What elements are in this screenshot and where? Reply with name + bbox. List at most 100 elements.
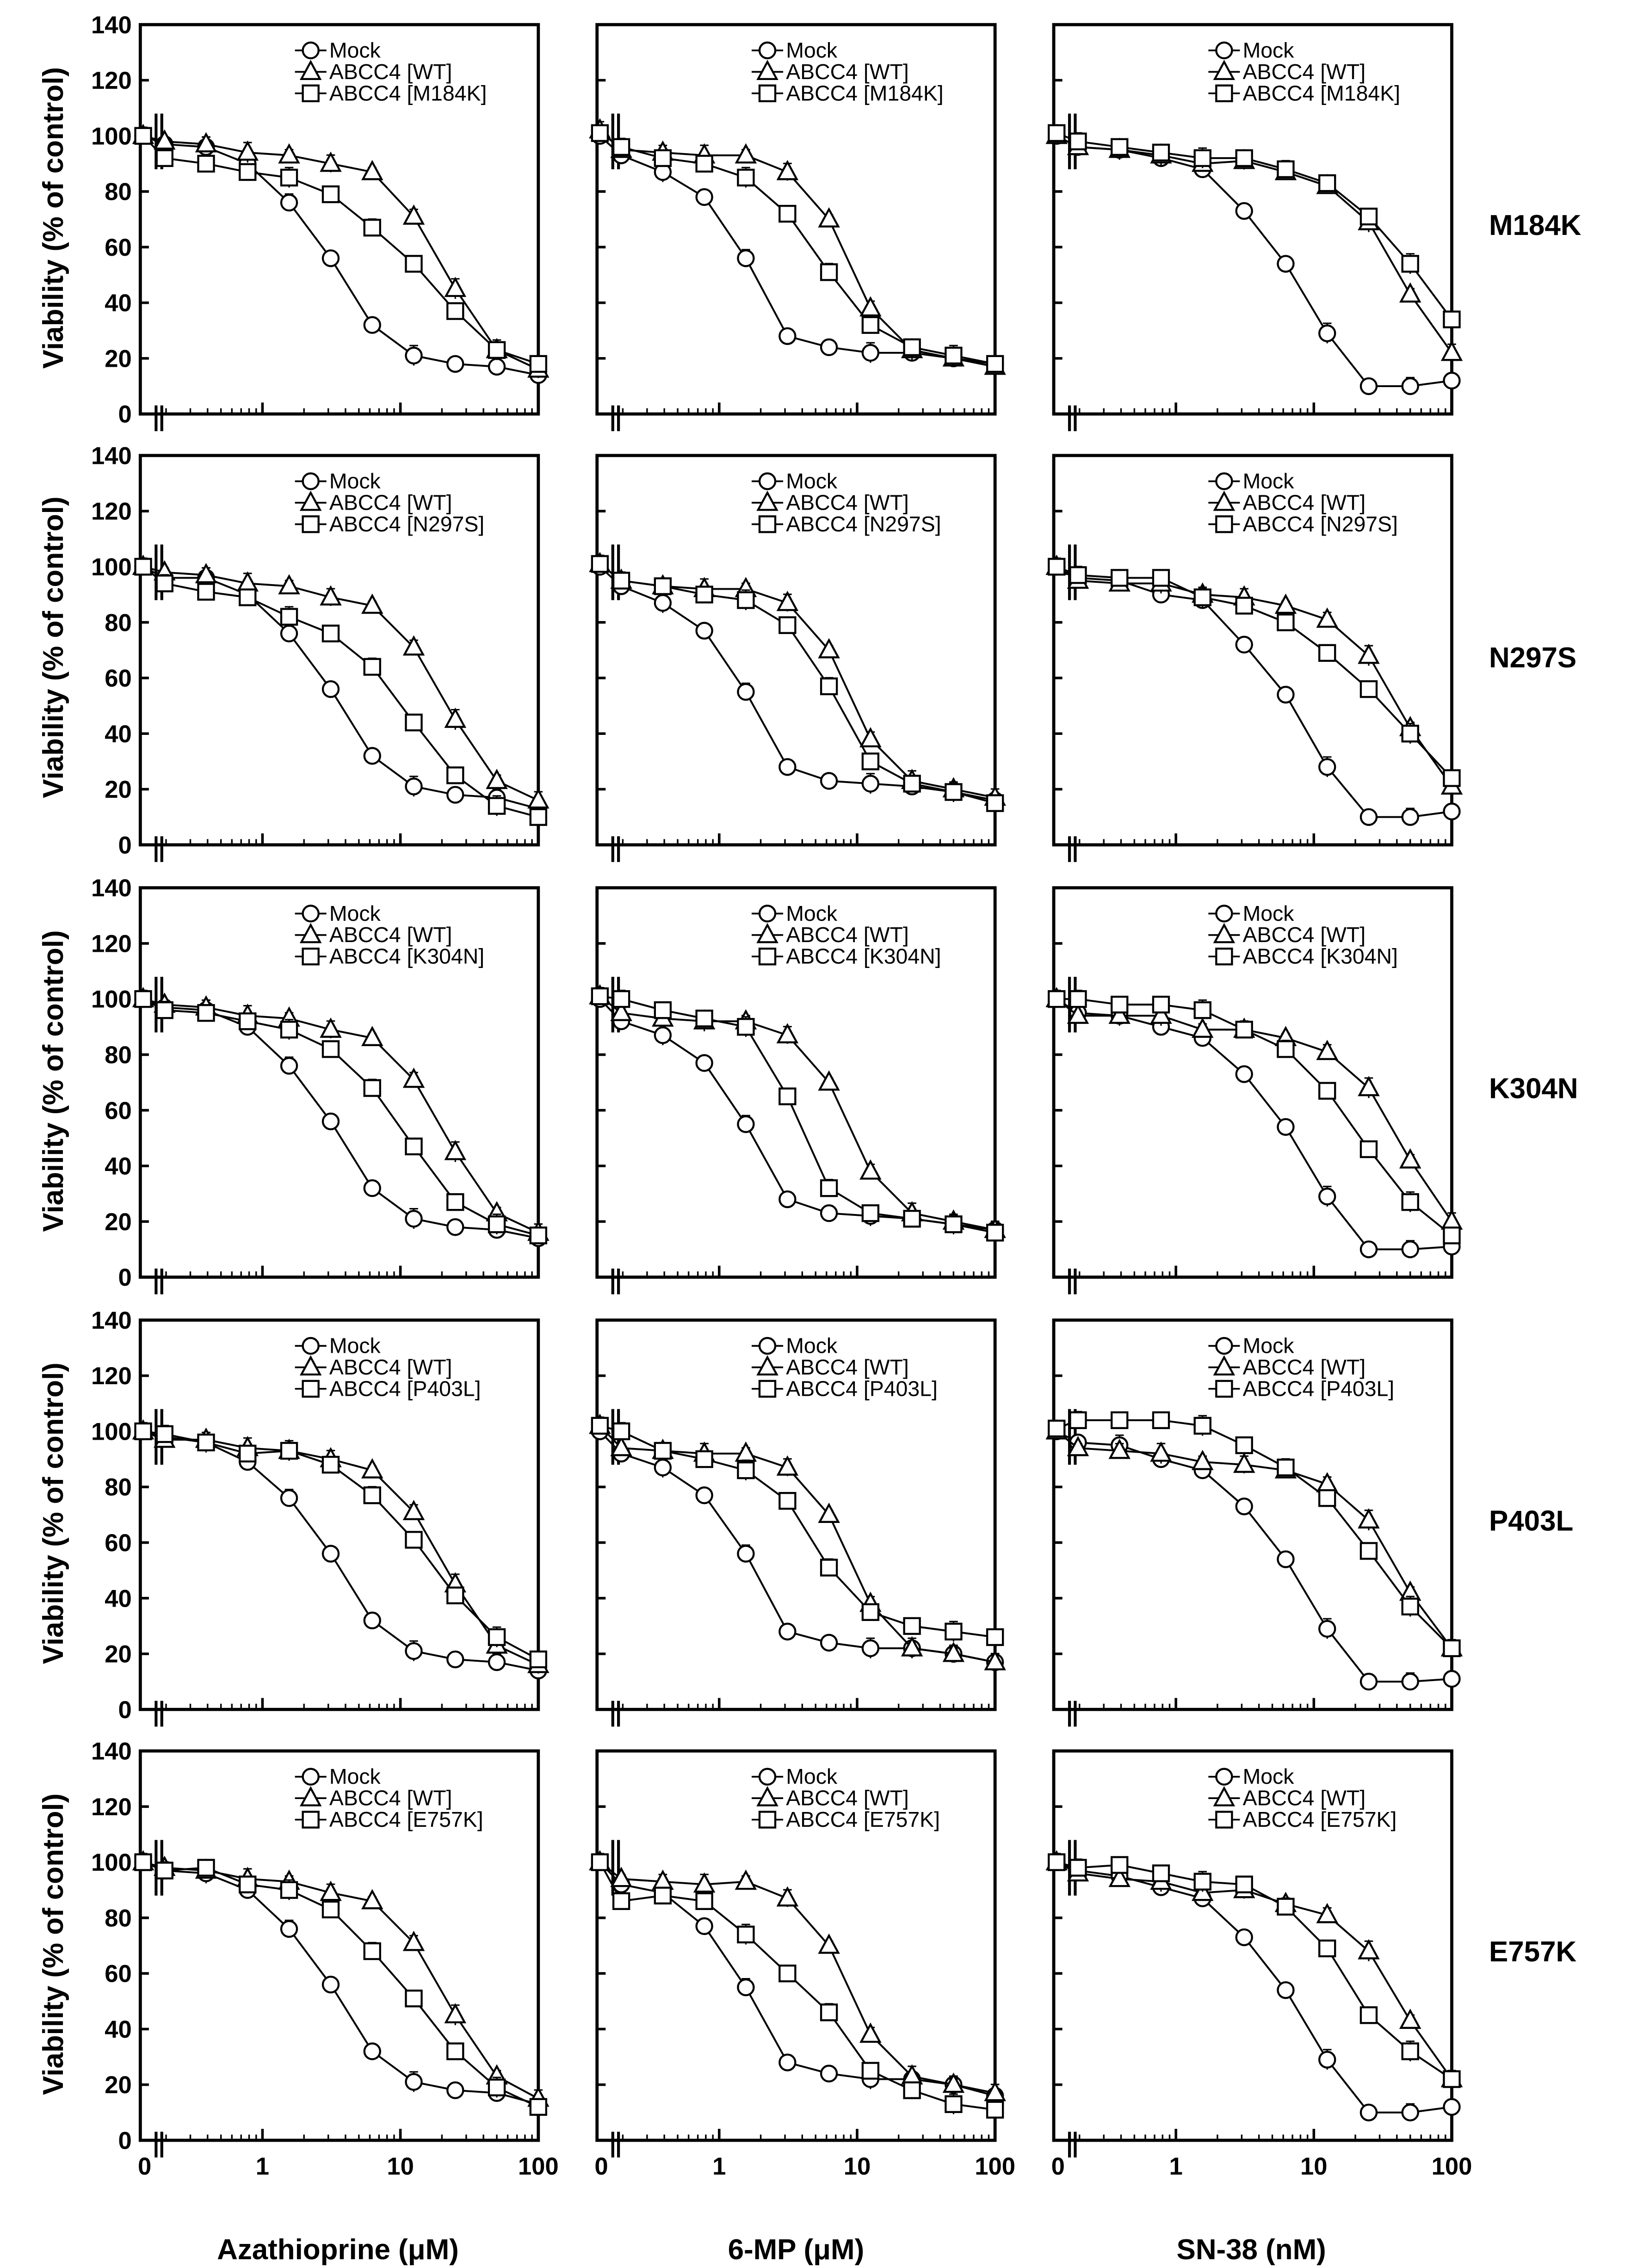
figure-labels: Viability (% of control) Viability (% of… (37, 67, 1582, 2266)
panel-6mp-p403l-legend-label: Mock (786, 1334, 838, 1358)
panel-sn38-m184k-point (1235, 149, 1253, 167)
panel-6mp-p403l-point (612, 1422, 630, 1441)
panel-azathioprine-p403l-ytick-label-0: 0 (118, 1696, 131, 1724)
panel-6mp-p403l-point (779, 1492, 797, 1510)
panel-azathioprine-e757k-point (239, 1875, 257, 1893)
panel-6mp-m184k-point (986, 355, 1004, 373)
panel-6mp-e757k-xtick-label-100: 100 (975, 2153, 1015, 2180)
panel-azathioprine-m184k-ytick-label-120: 120 (91, 67, 132, 94)
panel-azathioprine-n297s-series-abcc4wt (132, 555, 550, 809)
panel-azathioprine-p403l-point (529, 1650, 547, 1669)
panel-azathioprine-e757k-point (361, 1889, 383, 1910)
panel-sn38-n297s-point (1318, 644, 1336, 662)
panel-6mp-e757k-point (652, 1869, 674, 1890)
panel-azathioprine-e757k-legend-label: ABCC4 [E757K] (329, 1807, 483, 1831)
panel-azathioprine-k304n-point (446, 1218, 464, 1236)
x-axis-label-azathioprine: Azathioprine (μM) (217, 2234, 459, 2266)
panel-sn38-k304n-point (1193, 1001, 1211, 1019)
panel-azathioprine-k304n-legend-marker-triangle (299, 923, 322, 943)
panel-6mp-e757k-point (818, 1933, 840, 1954)
panel-azathioprine-p403l-point (363, 1611, 381, 1630)
panel-sn38-n297s-legend-label: Mock (1243, 469, 1295, 493)
panel-sn38-p403l-point (1048, 1419, 1066, 1438)
panel-azathioprine-e757k-point (280, 1920, 298, 1938)
panel-6mp-e757k-series-abcc4wt (589, 1850, 1006, 2102)
panel-sn38-e757k-series-abcc4wt (1045, 1850, 1463, 2088)
panel-azathioprine-p403l-legend-label: ABCC4 [P403L] (329, 1376, 481, 1400)
panel-6mp-p403l-point (610, 1436, 632, 1456)
panel-azathioprine-n297s-legend-label: ABCC4 [N297S] (329, 512, 484, 536)
panel-6mp-n297s-point (861, 775, 880, 793)
panel-6mp-n297s-series-mock (591, 558, 1004, 809)
panel-6mp-m184k-point (861, 344, 880, 362)
panel-sn38-p403l-point (1277, 1550, 1295, 1568)
panel-6mp-p403l-point (776, 1455, 799, 1476)
y-axis-label-row-5: Viability (% of control) (37, 1793, 69, 2095)
panel-azathioprine-e757k-point (155, 1861, 173, 1880)
panel-sn38-k304n-legend-label: Mock (1243, 901, 1295, 925)
panel-6mp-k304n-point (779, 1087, 797, 1105)
panel-azathioprine-e757k-point (197, 1859, 215, 1877)
panel-sn38-e757k-point (1401, 2103, 1419, 2121)
panel-sn38-e757k-point (1069, 1859, 1087, 1877)
panel-sn38-m184k-legend-label: ABCC4 [WT] (1243, 60, 1366, 84)
panel-azathioprine-n297s-point (402, 635, 425, 656)
panel-sn38-n297s-frame (1052, 454, 1453, 847)
panel-azathioprine-e757k-series-abcc4e757k (134, 1853, 547, 2116)
panel-azathioprine-m184k-frame (138, 23, 540, 416)
panel-sn38-m184k-point (1440, 340, 1463, 361)
panel-azathioprine-k304n-ytick-label-80: 80 (105, 1042, 132, 1069)
panel-6mp-p403l-point (695, 1486, 713, 1504)
panel-azathioprine-k304n-point (239, 1012, 257, 1030)
panel-sn38-m184k-point (1399, 282, 1421, 303)
panel-sn38-p403l-point (1193, 1417, 1211, 1435)
panel-azathioprine-n297s-point (486, 769, 508, 789)
panel-azathioprine-k304n-point (280, 1021, 298, 1039)
panel-azathioprine-n297s-point (195, 563, 217, 584)
panel-sn38-p403l-point (1443, 1639, 1461, 1658)
panel-sn38-k304n-point (1358, 1076, 1380, 1097)
panel-azathioprine-e757k-point (321, 1900, 340, 1918)
panel-6mp-m184k-point (654, 149, 672, 167)
panel-sn38-e757k-series-line (1056, 1861, 1453, 2080)
panel-azathioprine-p403l-series-abcc4p403l (134, 1422, 547, 1669)
panel-azathioprine-e757k-legend-label: ABCC4 [WT] (329, 1786, 452, 1810)
panel-6mp-n297s-point (818, 638, 840, 659)
panel-azathioprine-p403l-ytick-label-120: 120 (91, 1362, 132, 1390)
panel-azathioprine-m184k-point (488, 357, 506, 376)
panel-6mp-e757k-point (779, 2053, 797, 2071)
panel-azathioprine-m184k-series-abcc4m184k (134, 127, 547, 373)
panel-azathioprine-p403l-series-abcc4wt (132, 1419, 550, 1674)
panel-6mp-e757k-frame (595, 1749, 997, 2142)
panel-azathioprine-e757k-point (363, 1942, 381, 1960)
panel-sn38-n297s-point (1359, 680, 1378, 698)
panel-6mp-e757k-point (776, 1886, 799, 1907)
panel-6mp-k304n-point (903, 1210, 921, 1228)
panel-sn38-k304n-frame (1052, 886, 1453, 1279)
panel-sn38-p403l-point (1443, 1670, 1461, 1688)
panel-azathioprine-n297s-point (321, 680, 340, 698)
panel-sn38-k304n-point (1443, 1226, 1461, 1245)
panel-6mp-k304n-point (654, 1001, 672, 1019)
panel-6mp-k304n-point (737, 1018, 755, 1036)
panel-sn38-m184k-frame (1052, 23, 1453, 416)
panel-azathioprine-n297s-ytick-label-100: 100 (91, 554, 132, 581)
panel-sn38-p403l-series-mock (1048, 1422, 1461, 1691)
panel-sn38-n297s-series-abcc4wt (1045, 555, 1463, 795)
panel-azathioprine-m184k-point (197, 154, 215, 173)
panel-6mp-n297s-point (654, 594, 672, 612)
panel-azathioprine-e757k-legend-label: Mock (329, 1764, 381, 1788)
panel-sn38-n297s-point (1358, 643, 1380, 664)
panel-sn38-k304n-point (1277, 1118, 1295, 1136)
panel-azathioprine-p403l-point (134, 1422, 152, 1441)
panel-azathioprine-k304n-ytick-label-0: 0 (118, 1264, 131, 1291)
panel-6mp-k304n-point (945, 1215, 963, 1233)
panel-6mp-e757k-point (695, 1892, 713, 1910)
panel-sn38-n297s-point (1443, 769, 1461, 787)
panel-6mp-m184k-series-abcc4wt (589, 118, 1006, 376)
